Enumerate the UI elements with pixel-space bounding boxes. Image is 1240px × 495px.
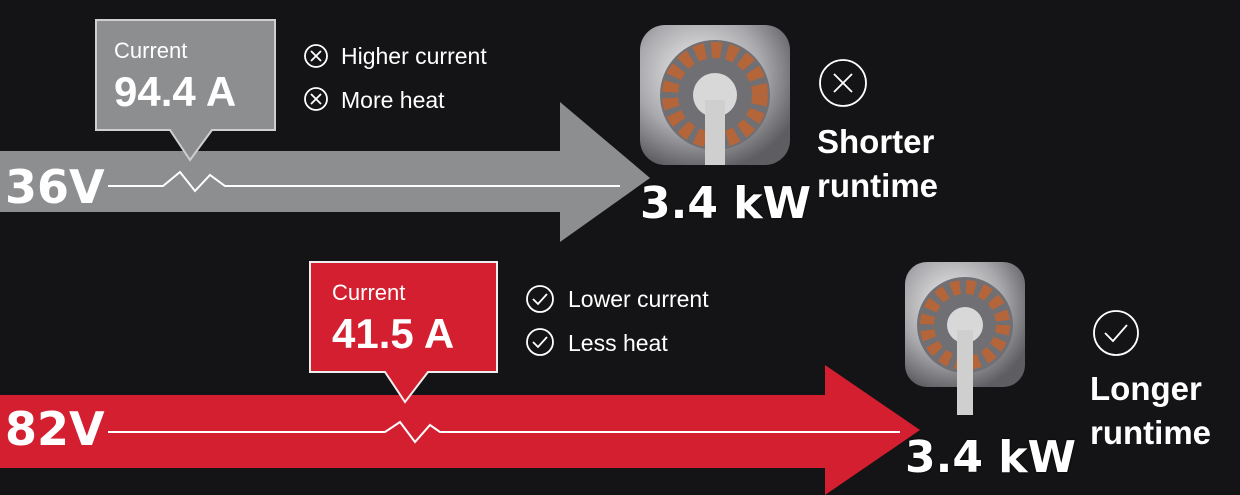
red-arrow [0, 365, 920, 495]
current-value: 94.4 A [114, 68, 236, 116]
infographic: 36V Current 94.4 A Higher current More h… [0, 0, 1240, 495]
point: Lower current [568, 286, 709, 313]
power: 3.4 kW [905, 432, 1076, 483]
point: Higher current [341, 43, 487, 70]
outcome: Longer runtime [1090, 367, 1240, 455]
point: Less heat [568, 330, 668, 357]
motor [905, 262, 1025, 415]
power: 3.4 kW [640, 178, 811, 229]
current-value: 41.5 A [332, 310, 454, 358]
voltage: 82V [5, 402, 105, 456]
motor [640, 25, 790, 165]
current-label: Current [114, 38, 187, 64]
voltage: 36V [5, 160, 105, 214]
point: More heat [341, 87, 445, 114]
current-label: Current [332, 280, 405, 306]
outcome: Shorter runtime [817, 120, 967, 208]
